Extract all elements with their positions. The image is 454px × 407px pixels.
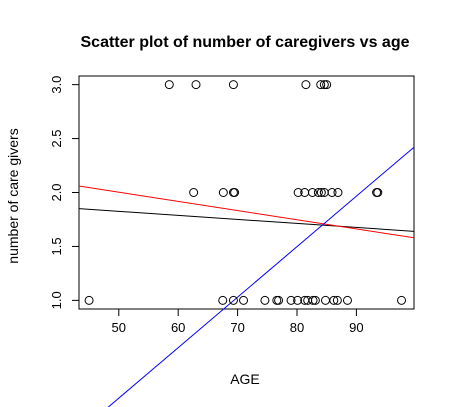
x-tick-label: 90 [349, 320, 363, 335]
plot-frame [78, 75, 415, 310]
data-point [316, 188, 326, 197]
data-point [329, 295, 339, 305]
data-point [293, 188, 303, 197]
data-point [274, 295, 284, 305]
data-point [84, 295, 94, 305]
data-point [286, 295, 296, 305]
data-point [332, 295, 342, 305]
data-point [327, 188, 337, 197]
data-point [293, 295, 303, 305]
data-point [239, 295, 249, 305]
data-point [316, 80, 326, 90]
chart-title: Scatter plot of number of caregivers vs … [81, 34, 410, 51]
data-point [260, 295, 270, 305]
y-tick-label: 1.5 [49, 237, 64, 255]
data-point [319, 80, 329, 90]
data-point [218, 295, 228, 305]
data-point [333, 188, 343, 197]
data-point [322, 80, 332, 90]
data-point [228, 80, 238, 90]
fit-lines [78, 146, 415, 407]
data-point [342, 295, 352, 305]
data-point [310, 295, 320, 305]
fit-line [78, 185, 415, 239]
fit-line [78, 208, 415, 232]
data-point [218, 188, 228, 197]
data-point [301, 80, 311, 90]
data-point [272, 295, 282, 305]
data-point [373, 188, 383, 197]
data-point [308, 295, 318, 305]
data-point [307, 188, 317, 197]
data-point [397, 295, 407, 305]
data-points [84, 80, 407, 305]
y-tick-label: 3.0 [49, 76, 64, 94]
data-point [189, 188, 199, 197]
y-tick-label: 1.0 [49, 291, 64, 309]
data-point [230, 188, 240, 197]
x-axis: 50 60 70 80 90 [112, 308, 364, 335]
x-tick-label: 80 [290, 320, 304, 335]
x-tick-label: 70 [230, 320, 244, 335]
x-tick-label: 50 [112, 320, 126, 335]
y-axis: 1.0 1.5 2.0 2.5 3.0 [49, 76, 80, 309]
x-tick-label: 60 [171, 320, 185, 335]
data-point [228, 295, 238, 305]
data-point [313, 188, 323, 197]
data-point [164, 80, 174, 90]
x-axis-label: AGE [230, 371, 260, 387]
fit-line [107, 146, 415, 407]
y-tick-label: 2.5 [49, 130, 64, 148]
data-point [191, 80, 201, 90]
data-point [320, 295, 330, 305]
y-axis-label: number of care givers [5, 128, 21, 263]
y-tick-label: 2.0 [49, 183, 64, 201]
